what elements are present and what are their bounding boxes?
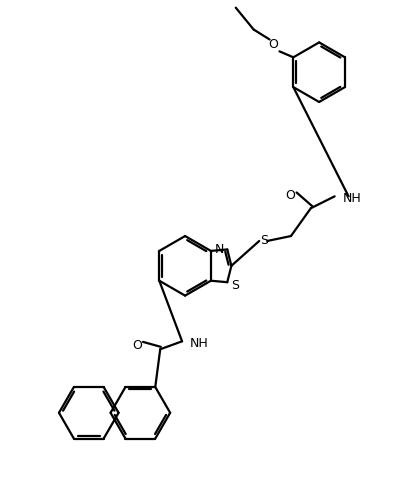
Text: O: O <box>269 38 278 51</box>
Text: NH: NH <box>190 336 209 349</box>
Text: S: S <box>260 233 268 246</box>
Text: O: O <box>132 338 142 351</box>
Text: O: O <box>285 188 295 201</box>
Text: N: N <box>214 242 224 256</box>
Text: NH: NH <box>342 191 361 204</box>
Text: S: S <box>231 278 239 291</box>
